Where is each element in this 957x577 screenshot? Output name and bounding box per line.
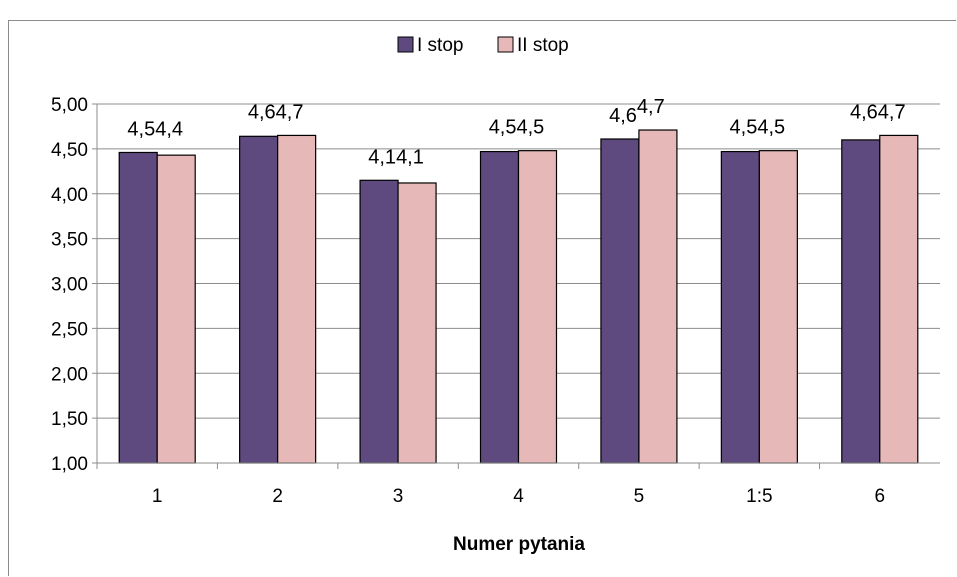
bar-i-stop bbox=[239, 135, 279, 464]
legend-label-ii-stop: II stop bbox=[517, 35, 569, 56]
data-labels: 4,5 4,44,6 4,74,1 4,14,5 4,54,6 4,74,5 4,54,6 4… bbox=[127, 96, 905, 168]
x-axis: 1 2 3 4 5 1:5 6 bbox=[96, 104, 940, 507]
bar-i-stop bbox=[359, 179, 399, 464]
data-label-ii-stop: 4,1 bbox=[396, 146, 424, 168]
bar-ii-stop bbox=[879, 134, 919, 464]
y-tick-label: 4,00 bbox=[51, 185, 88, 206]
bar-ii-stop bbox=[397, 182, 437, 464]
bar-i-stop bbox=[841, 139, 881, 464]
y-tick-label: 4,50 bbox=[51, 140, 88, 161]
legend-swatch-i-stop bbox=[397, 36, 414, 53]
chart-frame bbox=[8, 20, 956, 576]
data-label-i-stop: 4,5 bbox=[730, 117, 758, 139]
x-tick-label: 4 bbox=[513, 486, 524, 507]
data-label-i-stop: 4,1 bbox=[368, 146, 396, 168]
bar-i-stop bbox=[600, 138, 640, 464]
y-tick-label: 1,50 bbox=[51, 409, 88, 430]
y-tick-label: 5,00 bbox=[51, 95, 88, 116]
x-tick-label: 1 bbox=[152, 486, 163, 507]
x-tick-label: 2 bbox=[272, 486, 283, 507]
x-tick-label: 1:5 bbox=[746, 486, 772, 507]
bar-i-stop bbox=[720, 150, 760, 464]
data-label-ii-stop: 4,7 bbox=[276, 101, 304, 123]
data-label-i-stop: 4,5 bbox=[127, 118, 155, 140]
bar-ii-stop bbox=[277, 134, 317, 464]
legend-label-i-stop: I stop bbox=[417, 35, 463, 56]
data-label-ii-stop: 4,5 bbox=[517, 117, 545, 139]
bar-ii-stop bbox=[156, 154, 196, 464]
bar-ii-stop bbox=[517, 150, 558, 464]
data-label-ii-stop: 4,7 bbox=[878, 101, 906, 123]
x-axis-title: Numer pytania bbox=[453, 534, 585, 555]
y-tick-label: 3,00 bbox=[51, 275, 88, 296]
data-label-i-stop: 4,6 bbox=[248, 101, 276, 123]
data-label-ii-stop: 4,4 bbox=[155, 118, 183, 140]
x-tick-label: 5 bbox=[634, 486, 645, 507]
y-tick-label: 3,50 bbox=[51, 230, 88, 251]
data-label-i-stop: 4,6 bbox=[850, 101, 878, 123]
bar-ii-stop bbox=[758, 150, 798, 464]
data-label-ii-stop: 4,7 bbox=[637, 96, 665, 118]
data-label-i-stop: 4,5 bbox=[489, 117, 517, 139]
data-label-i-stop: 4,6 bbox=[609, 105, 637, 127]
legend: I stop II stop bbox=[397, 35, 569, 56]
bar-ii-stop bbox=[638, 129, 678, 464]
y-tick-label: 2,50 bbox=[51, 319, 88, 340]
x-tick-label: 3 bbox=[393, 486, 404, 507]
y-axis-ticks: 1,00 1,50 2,00 2,50 3,00 3,50 4,00 4,50 5,00 bbox=[51, 95, 97, 475]
x-tick-label: 6 bbox=[874, 486, 885, 507]
y-tick-label: 1,00 bbox=[51, 454, 88, 475]
data-label-ii-stop: 4,5 bbox=[757, 117, 785, 139]
bar-i-stop bbox=[479, 150, 520, 464]
bar-i-stop bbox=[118, 151, 158, 464]
legend-swatch-ii-stop bbox=[497, 36, 514, 53]
y-tick-label: 2,00 bbox=[51, 364, 88, 385]
bars bbox=[118, 129, 919, 464]
